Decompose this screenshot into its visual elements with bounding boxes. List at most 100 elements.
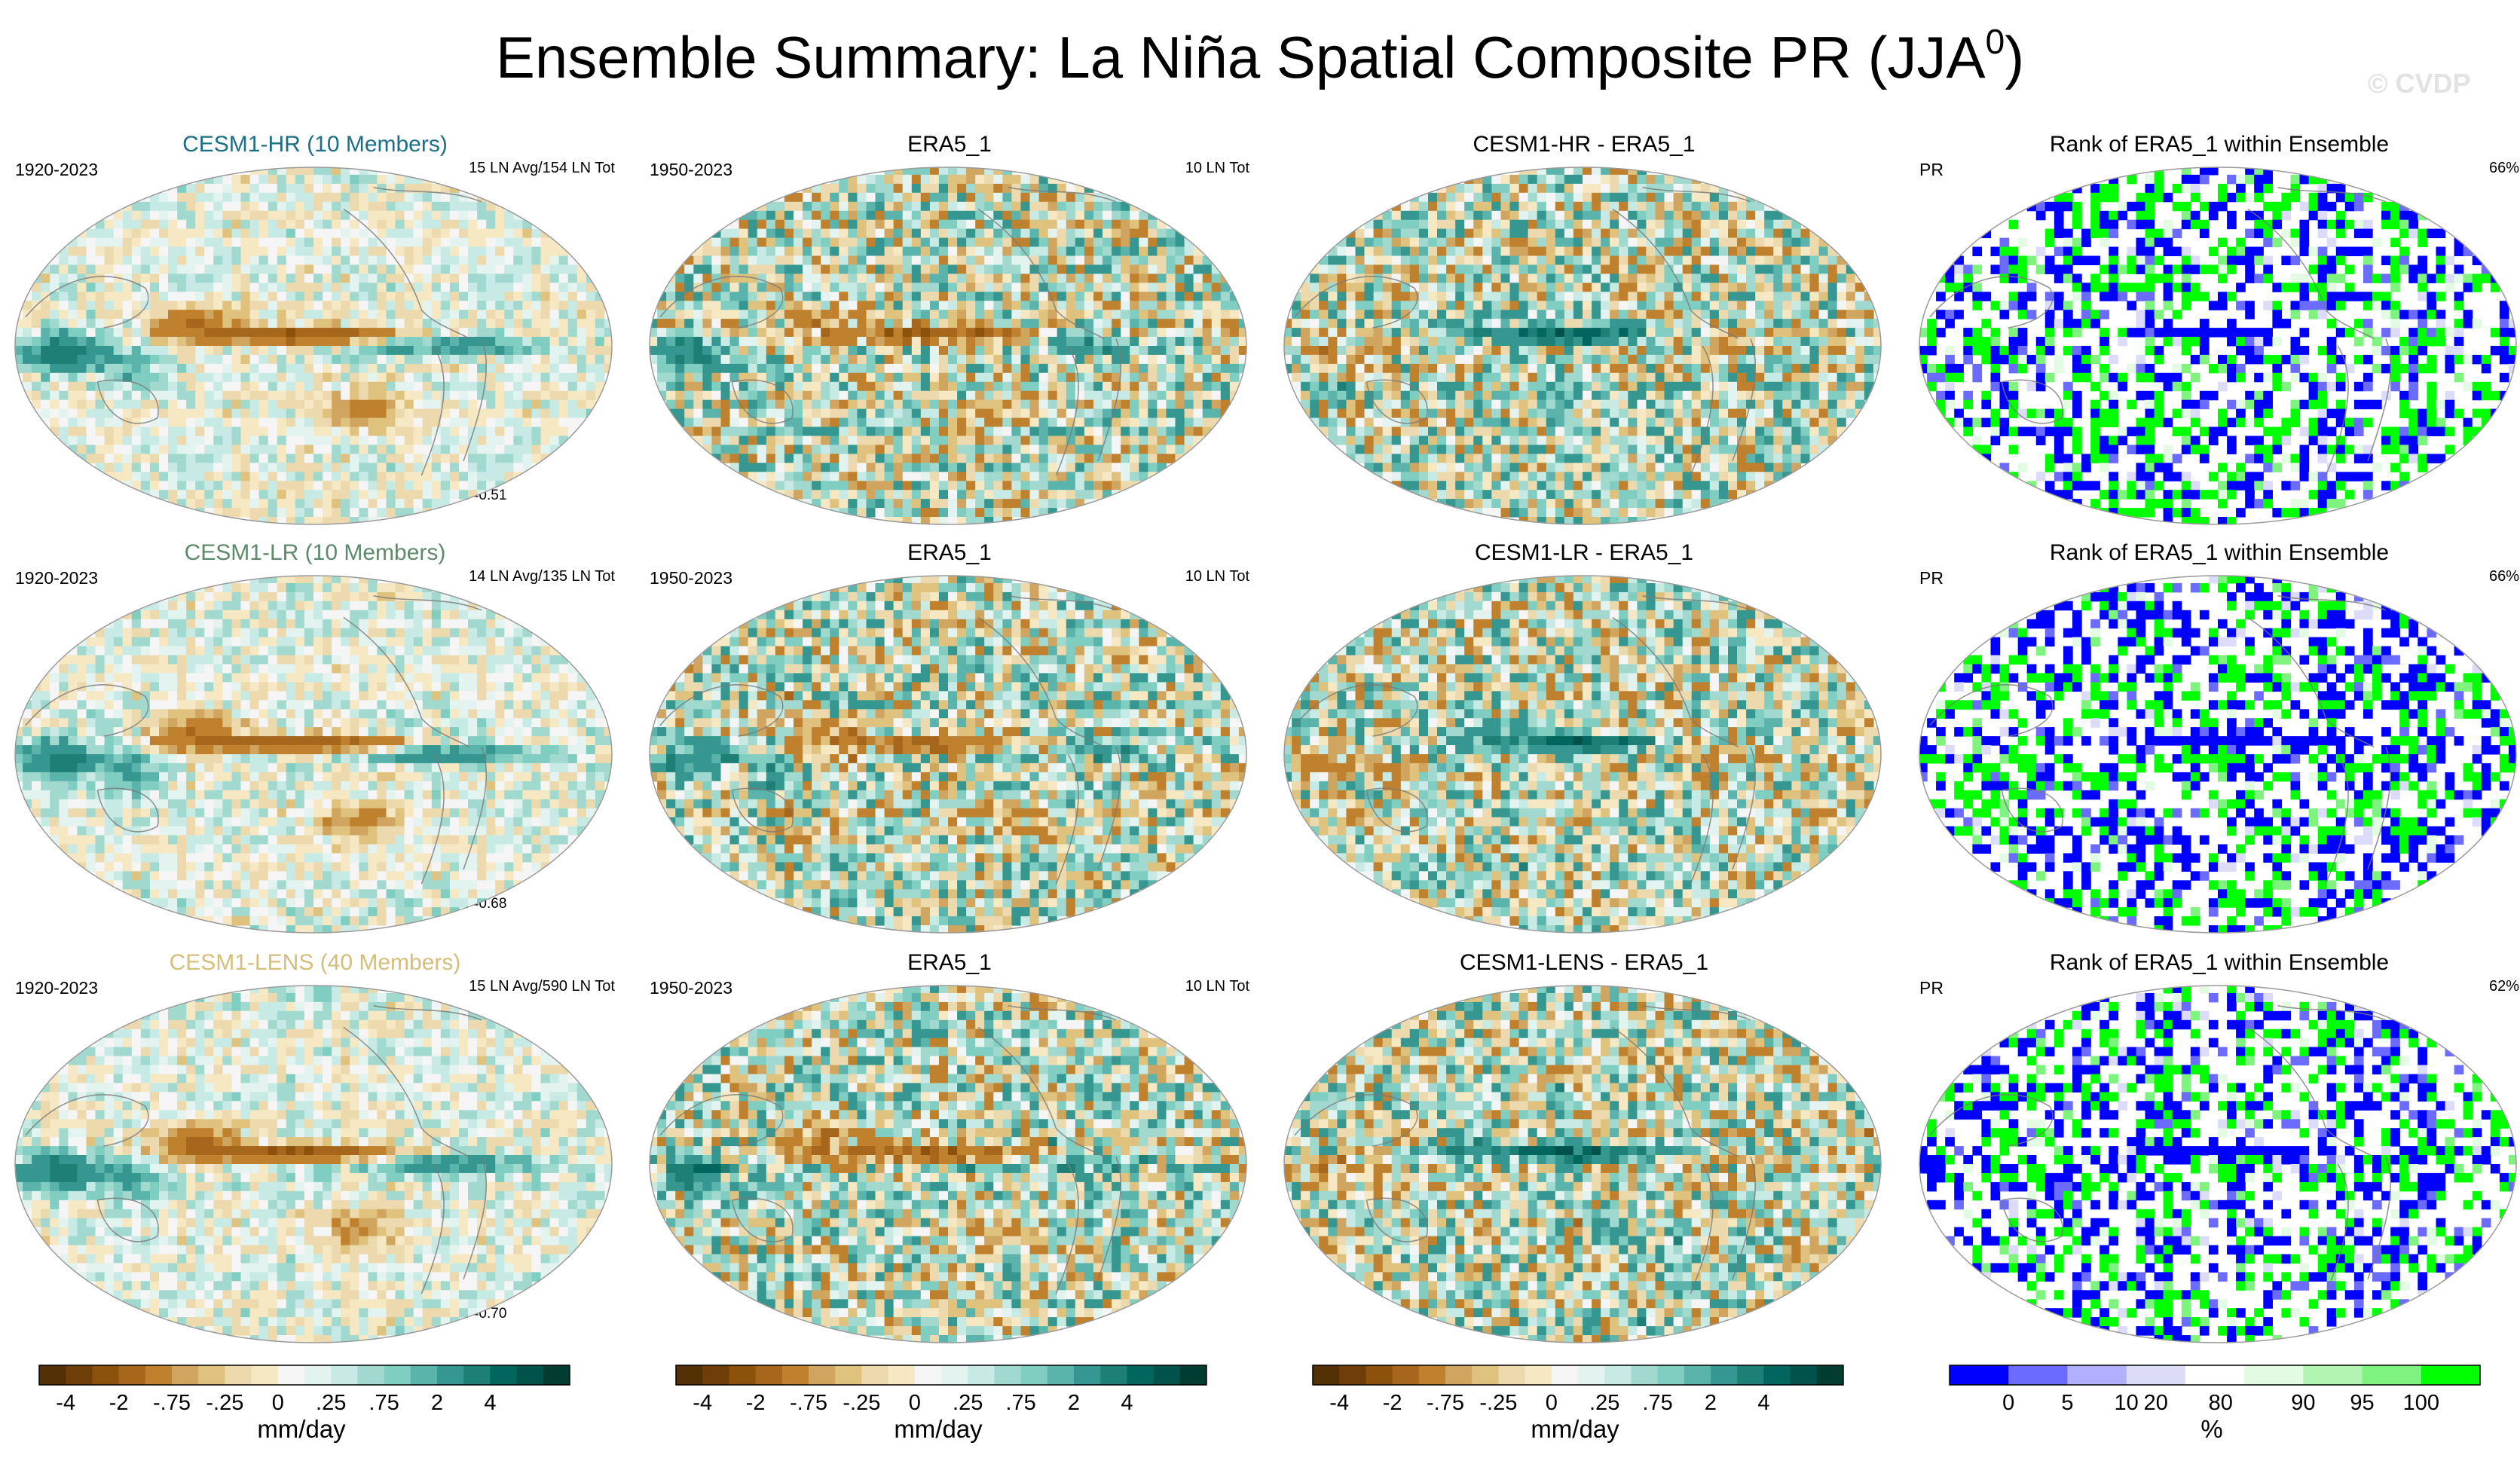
colorbar-swatch xyxy=(729,1365,757,1385)
coastline-5 xyxy=(1732,747,1757,870)
colorbar-swatch xyxy=(861,1365,889,1385)
map-r1-rank xyxy=(1919,167,2517,525)
coastline-5 xyxy=(1097,747,1122,870)
colorbar-swatch xyxy=(2067,1365,2127,1385)
colorbar-tick-label: 100 xyxy=(2403,1391,2439,1416)
panel-r1-diff: CESM1-HR - ERA5_1 xyxy=(1283,130,1885,529)
map-r2-rank-border xyxy=(1919,575,2517,934)
colorbar-swatch xyxy=(1950,1365,2009,1385)
map-r3-obs-field xyxy=(650,986,1246,1343)
map-r3-diff-border xyxy=(1283,985,1882,1343)
colorbar-swatch xyxy=(2421,1365,2481,1385)
map-r2-model xyxy=(14,575,613,934)
coastline-1 xyxy=(1929,276,2054,329)
colorbar-swatch xyxy=(2362,1365,2422,1385)
period-label: 1920-2023 xyxy=(15,978,98,998)
coastline-1 xyxy=(25,684,149,737)
panel-r3-model: CESM1-LENS (40 Members) 1920-2023 15 LN Av… xyxy=(14,948,616,1347)
figure-title: Ensemble Summary: La Niña Spatial Compos… xyxy=(0,21,2520,93)
map-r1-rank-border xyxy=(1919,167,2517,525)
map-r2-model-coastlines xyxy=(25,594,488,885)
panel-title-diff: CESM1-LR - ERA5_1 xyxy=(1283,538,1885,568)
colorbar-swatch xyxy=(941,1365,968,1385)
colorbar-tick-label: -.75 xyxy=(790,1391,827,1416)
coastline-6 xyxy=(2277,186,2387,203)
colorbar-swatch xyxy=(1816,1365,1844,1385)
colorbar-tick-label: -.75 xyxy=(1427,1391,1464,1416)
colorbar-swatch xyxy=(1657,1365,1685,1385)
colorbar-swatch xyxy=(490,1365,518,1385)
event-count-label: 10 LN Tot xyxy=(1185,160,1249,177)
colorbar-tick-label: 90 xyxy=(2291,1391,2315,1416)
colorbar-swatch xyxy=(437,1365,464,1385)
coastline-4 xyxy=(1690,345,1714,476)
variable-label: PR xyxy=(1919,568,1944,588)
panel-title-diff: CESM1-HR - ERA5_1 xyxy=(1283,130,1885,160)
period-label: 1950-2023 xyxy=(650,978,732,998)
coastline-4 xyxy=(421,345,445,476)
figure-title-text: Ensemble Summary: La Niña Spatial Compos… xyxy=(496,24,1986,90)
coastline-5 xyxy=(2367,1157,2392,1280)
colorbar-swatch xyxy=(92,1365,120,1385)
coastline-4 xyxy=(421,1163,445,1294)
colorbar-swatch xyxy=(1498,1365,1526,1385)
coastline-1 xyxy=(1294,276,1418,329)
colorbar-swatch xyxy=(781,1365,809,1385)
colorbar-tick-label: 4 xyxy=(1757,1391,1769,1416)
map-r2-obs-field xyxy=(650,576,1246,933)
colorbar-tick-label: -4 xyxy=(1329,1391,1349,1416)
coastline-3 xyxy=(977,208,1105,340)
colorbar-frame xyxy=(675,1365,1207,1386)
colorbar-swatch xyxy=(994,1365,1022,1385)
map-r2-rank-coastlines xyxy=(1929,594,2392,885)
colorbar-tick-label: -.25 xyxy=(1479,1391,1517,1416)
colorbar-swatch xyxy=(463,1365,491,1385)
colorbar-swatch xyxy=(809,1365,836,1385)
colorbar-tick-label: 2 xyxy=(1068,1391,1080,1416)
colorbar-swatch xyxy=(225,1365,252,1385)
map-r2-rank xyxy=(1919,575,2517,934)
colorbar-swatch xyxy=(1737,1365,1764,1385)
coastline-2 xyxy=(731,379,794,424)
colorbar-swatch xyxy=(1020,1365,1048,1385)
map-r3-model-field xyxy=(15,986,612,1343)
colorbar-4-swatches xyxy=(1949,1365,2481,1386)
coastline-1 xyxy=(659,276,784,329)
colorbar-swatch xyxy=(1179,1365,1207,1385)
colorbar-swatch xyxy=(304,1365,332,1385)
coastline-6 xyxy=(2277,1004,2387,1021)
colorbar-tick-label: -.25 xyxy=(206,1391,243,1416)
coastline-3 xyxy=(343,208,470,340)
colorbar-units: mm/day xyxy=(1311,1415,1839,1444)
cvdp-watermark: © CVDP xyxy=(2368,68,2471,99)
coastline-4 xyxy=(1055,753,1079,885)
map-r3-rank-coastlines xyxy=(1929,1004,2392,1294)
colorbar-tick-label: -.25 xyxy=(843,1391,880,1416)
colorbar-swatch xyxy=(2126,1365,2186,1385)
colorbar-swatch xyxy=(1711,1365,1738,1385)
colorbar-swatch xyxy=(357,1365,385,1385)
colorbar-swatch xyxy=(172,1365,199,1385)
colorbar-tick-label: -.75 xyxy=(153,1391,191,1416)
map-r1-obs-coastlines xyxy=(659,186,1122,476)
colorbar-frame xyxy=(38,1365,570,1386)
colorbar-swatch xyxy=(914,1365,942,1385)
colorbar-swatch xyxy=(702,1365,729,1385)
map-r3-diff xyxy=(1283,985,1882,1343)
colorbar-tick-label: .25 xyxy=(1589,1391,1619,1416)
map-r3-obs xyxy=(649,985,1247,1343)
colorbar-1: -4 -2 -.75 -.25 0 .25 .75 2 4 mm/day xyxy=(38,1364,610,1454)
event-count-label: 15 LN Avg/590 LN Tot xyxy=(469,978,615,995)
coastline-5 xyxy=(1097,1157,1122,1280)
map-r3-rank-field xyxy=(1919,986,2516,1343)
panel-title-obs: ERA5_1 xyxy=(648,538,1251,568)
colorbar-swatch xyxy=(2185,1365,2245,1385)
colorbar-swatch xyxy=(1684,1365,1711,1385)
coastline-3 xyxy=(977,616,1105,748)
colorbar-swatch xyxy=(145,1365,173,1385)
coastline-2 xyxy=(2001,379,2063,424)
coastline-2 xyxy=(1366,379,1428,424)
colorbar-swatch xyxy=(1525,1365,1552,1385)
colorbar-swatch xyxy=(1551,1365,1579,1385)
event-count-label: 10 LN Tot xyxy=(1185,568,1249,585)
